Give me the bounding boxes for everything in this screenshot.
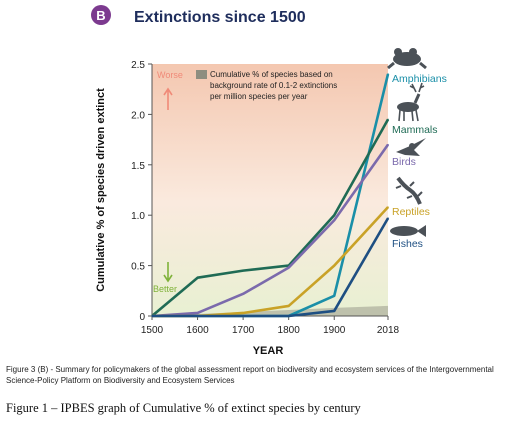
badge-circle	[91, 5, 111, 25]
series-line-birds	[151, 143, 390, 318]
deer-icon	[397, 82, 425, 122]
data-point-birds	[387, 143, 389, 146]
data-point-mammals	[333, 214, 336, 216]
data-point-birds	[196, 312, 199, 314]
data-point-reptiles	[242, 312, 244, 314]
background-rate-area	[152, 305, 388, 316]
data-point-mammals	[387, 118, 389, 121]
frog-icon	[387, 48, 427, 70]
data-point-fishes	[151, 315, 153, 317]
ipbes-extinction-figure: B Extinctions since 1500 0 0.5 1.0 1.5 2.0 2.…	[6, 5, 494, 415]
data-point-mammals	[196, 276, 199, 279]
series-line-mammals	[151, 118, 390, 317]
better-label: Better	[153, 284, 177, 294]
figure3-caption: Figure 3 (B) - Summary for policymakers …	[6, 365, 494, 385]
data-point-fishes	[242, 315, 244, 317]
fish-icon	[390, 225, 426, 237]
data-point-birds	[287, 266, 290, 269]
x-axis-label: YEAR	[253, 345, 284, 357]
worse-arrow	[163, 87, 173, 110]
data-point-fishes	[387, 217, 389, 220]
extinctions-chart: B Extinctions since 1500 0 0.5 1.0 1.5 2.0 2.…	[91, 5, 447, 357]
y-tick-label: 1.0	[131, 211, 145, 222]
data-point-fishes	[333, 310, 336, 312]
series-line-fishes	[152, 217, 390, 318]
x-tick-label: 2018	[377, 325, 400, 336]
y-tick-label: 0.5	[131, 262, 145, 273]
series-label-amphibians: Amphibians	[392, 73, 447, 85]
chart-title: Extinctions since 1500	[134, 9, 306, 26]
x-tick-label: 1800	[278, 325, 301, 336]
data-point-reptiles	[387, 206, 389, 208]
data-point-birds	[333, 219, 336, 222]
data-point-reptiles	[333, 264, 336, 267]
series-label-birds: Birds	[392, 156, 416, 168]
bird-icon	[396, 138, 426, 156]
better-arrow	[163, 262, 173, 283]
data-point-amphibians	[387, 73, 389, 75]
y-tick-label: 1.5	[131, 161, 145, 172]
background-rate-swatch	[196, 70, 207, 79]
worse-label: Worse	[157, 70, 183, 80]
x-tick-label: 1700	[232, 325, 255, 336]
background-rate-label: Cumulative % of species based on backgro…	[210, 70, 339, 101]
x-tick-label: 1500	[141, 325, 164, 336]
data-point-reptiles	[287, 305, 290, 307]
y-axis-label: Cumulative % of species driven extinct	[95, 88, 107, 292]
lizard-icon	[395, 176, 423, 205]
series-label-mammals: Mammals	[392, 124, 438, 136]
data-point-fishes	[287, 315, 290, 317]
data-point-birds	[242, 293, 244, 295]
y-tick-label: 0	[139, 312, 145, 323]
series-label-reptiles: Reptiles	[392, 206, 430, 218]
y-tick-label: 2.0	[131, 110, 145, 121]
x-tick-label: 1900	[323, 325, 346, 336]
series-label-fishes: Fishes	[392, 238, 423, 250]
data-point-amphibians	[333, 295, 336, 297]
badge-letter: B	[96, 8, 105, 23]
data-point-mammals	[242, 269, 244, 272]
figure1-caption: Figure 1 – IPBES graph of Cumulative % o…	[6, 401, 361, 415]
y-tick-label: 2.5	[131, 60, 145, 71]
x-tick-label: 1600	[186, 325, 209, 336]
data-point-fishes	[196, 315, 199, 317]
